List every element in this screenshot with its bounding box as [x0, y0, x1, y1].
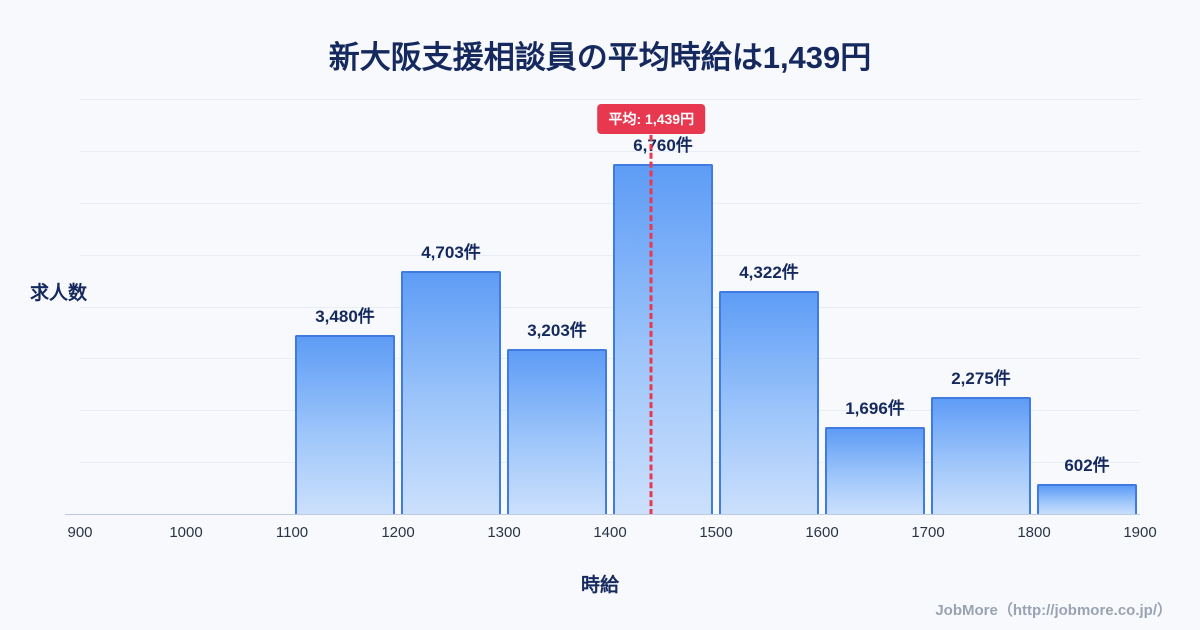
histogram-bar: [719, 290, 819, 515]
bar-value-label: 3,480件: [315, 306, 375, 326]
x-tick-label: 1800: [1017, 524, 1051, 541]
average-badge: 平均: 1,439円: [597, 104, 706, 134]
x-tick-label: 1000: [169, 524, 203, 541]
x-tick-label: 1500: [699, 524, 733, 541]
histogram-bar: [931, 397, 1031, 515]
x-tick-label: 1600: [805, 524, 839, 541]
x-tick-label: 1700: [911, 524, 945, 541]
gridline: [80, 410, 1140, 412]
plot-area: 3,480件 4,703件 3,203件 6,760件 4,322件 1,696件 2,27…: [65, 99, 1157, 541]
x-tick-label: 1400: [593, 524, 627, 541]
histogram-bar: [295, 334, 395, 515]
y-axis-label: 求人数: [30, 283, 88, 304]
histogram-bar: [613, 164, 713, 515]
x-tick-label: 1200: [381, 524, 415, 541]
gridline: [80, 358, 1140, 360]
gridline: [80, 254, 1140, 256]
gridline: [80, 150, 1140, 152]
average-line: [649, 126, 653, 515]
bar-value-label: 602件: [1064, 455, 1110, 475]
bar-value-label: 4,322件: [739, 262, 799, 282]
bar-value-label: 6,760件: [633, 136, 693, 156]
histogram-bar: [507, 348, 607, 515]
histogram-bar: [1037, 483, 1137, 515]
chart-title: 新大阪支援相談員の平均時給は1,439円: [328, 40, 872, 75]
x-tick-label: 1900: [1123, 524, 1157, 541]
gridline: [80, 202, 1140, 204]
gridline: [80, 462, 1140, 464]
x-tick-label: 900: [67, 524, 93, 541]
gridline: [80, 99, 1140, 100]
bar-value-label: 4,703件: [421, 243, 481, 262]
gridline: [80, 306, 1140, 308]
x-tick-label: 1100: [275, 524, 309, 541]
bar-value-label: 2,275件: [951, 369, 1011, 388]
x-tick-label: 1300: [487, 524, 521, 541]
bar-value-label: 3,203件: [527, 320, 587, 340]
footer-credit: JobMore（http://jobmore.co.jp/）: [935, 602, 1172, 619]
histogram-bar: [401, 271, 501, 515]
x-axis-label: 時給: [580, 575, 619, 596]
bar-value-label: 1,696件: [845, 399, 905, 418]
x-axis-line: [65, 514, 1140, 515]
histogram-bar: [825, 427, 925, 515]
